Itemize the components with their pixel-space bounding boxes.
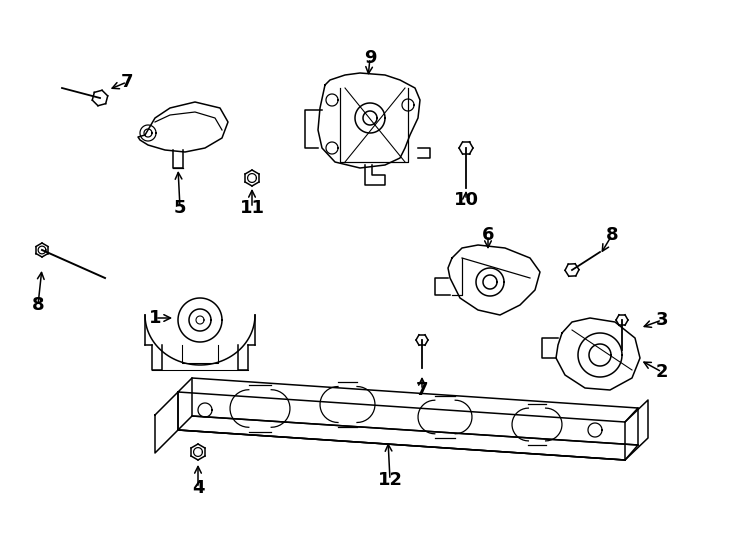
Text: 12: 12 bbox=[377, 471, 402, 489]
Text: 6: 6 bbox=[482, 226, 494, 244]
Text: 9: 9 bbox=[364, 49, 377, 67]
Text: 8: 8 bbox=[32, 296, 44, 314]
Text: 2: 2 bbox=[655, 363, 668, 381]
Text: 4: 4 bbox=[192, 479, 204, 497]
Text: 7: 7 bbox=[415, 381, 428, 399]
Text: 3: 3 bbox=[655, 311, 668, 329]
Text: 7: 7 bbox=[121, 73, 134, 91]
Text: 11: 11 bbox=[239, 199, 264, 217]
Text: 5: 5 bbox=[174, 199, 186, 217]
Text: 10: 10 bbox=[454, 191, 479, 209]
Text: 8: 8 bbox=[606, 226, 618, 244]
Text: 1: 1 bbox=[149, 309, 161, 327]
